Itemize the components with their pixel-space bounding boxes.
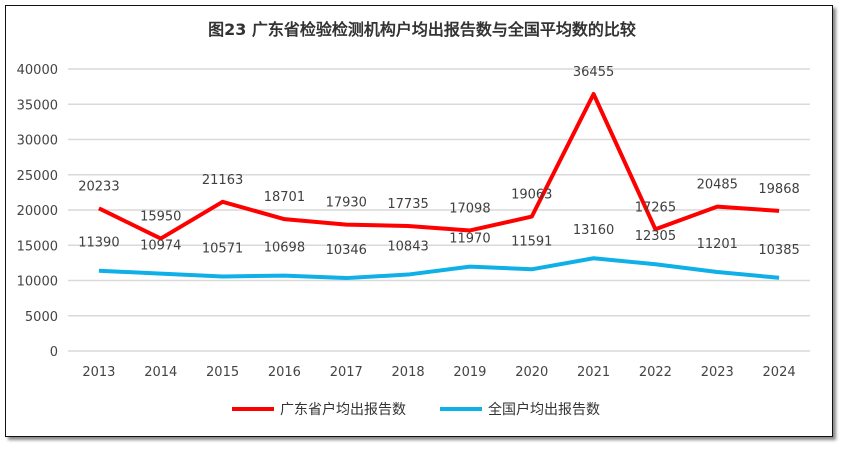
x-tick-label: 2023 [701,365,734,380]
chart-frame [5,5,833,437]
x-tick-label: 2016 [268,365,301,380]
data-label: 15950 [140,210,181,225]
x-tick-label: 2014 [144,365,177,380]
x-tick-label: 2015 [206,365,239,380]
data-label: 10698 [264,241,305,256]
series-line-1 [98,91,780,241]
y-tick-label: 20000 [17,204,58,219]
x-tick-label: 2017 [330,365,363,380]
data-label: 10571 [202,241,243,256]
y-tick-label: 30000 [17,134,58,149]
data-label: 11591 [511,234,552,249]
chart-title: 图23 广东省检验检测机构户均出报告数与全国平均数的比较 [208,20,636,39]
data-label: 12305 [635,229,676,244]
data-label: 20485 [697,178,738,193]
data-label: 11970 [449,232,490,247]
data-label: 10346 [326,243,367,258]
y-tick-label: 25000 [17,169,58,184]
data-label: 36455 [573,65,614,80]
x-tick-label: 2020 [515,365,548,380]
legend-label: 广东省户均出报告数 [280,401,406,418]
data-label: 21163 [202,173,243,188]
x-tick-label: 2021 [577,365,610,380]
x-tick-label: 2013 [82,365,115,380]
y-tick-label: 15000 [17,239,58,254]
x-tick-label: 2018 [392,365,425,380]
data-label: 20233 [78,179,119,194]
data-label: 17930 [326,196,367,211]
data-label: 10843 [387,240,428,255]
x-tick-label: 2022 [639,365,672,380]
data-label: 19063 [511,188,552,203]
y-tick-label: 5000 [25,310,58,325]
data-label: 19868 [758,182,799,197]
x-tick-label: 2024 [763,365,796,380]
data-label: 10385 [758,243,799,258]
y-tick-label: 40000 [17,63,58,78]
data-label: 13160 [573,223,614,238]
data-label: 11390 [78,236,119,251]
data-label: 11201 [697,237,738,252]
data-label: 17735 [387,197,428,212]
y-tick-label: 0 [50,345,58,360]
data-label: 18701 [264,190,305,205]
legend-label: 全国户均出报告数 [488,401,600,418]
data-label: 17265 [635,200,676,215]
data-label: 17098 [449,201,490,216]
data-label: 10974 [140,239,181,254]
y-tick-label: 10000 [17,275,58,290]
y-tick-label: 35000 [17,98,58,113]
x-tick-label: 2019 [453,365,486,380]
series-line-2 [98,256,780,281]
